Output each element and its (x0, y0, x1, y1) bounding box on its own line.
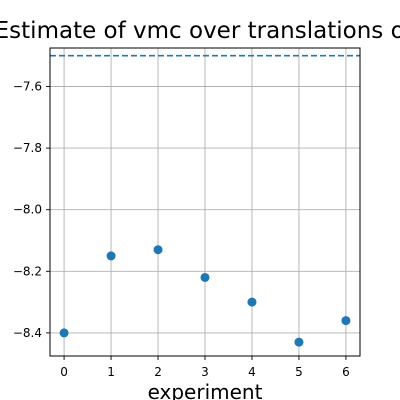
data-point (341, 316, 351, 326)
y-tick-label: −8.0 (13, 203, 42, 217)
data-point (153, 245, 163, 255)
grid-lines (50, 48, 360, 356)
y-tick-label: −8.4 (13, 326, 42, 340)
x-tick-label: 1 (107, 365, 115, 379)
axis-ticks: 0 1 2 3 4 5 6 −8.4 −8.2 −8.0 −7.8 −7.6 (13, 80, 350, 380)
x-tick-label: 5 (295, 365, 303, 379)
x-tick-label: 4 (248, 365, 256, 379)
data-points (59, 245, 351, 347)
data-point (59, 328, 69, 338)
data-point (200, 272, 210, 282)
data-point (106, 251, 116, 261)
y-tick-label: −7.6 (13, 80, 42, 94)
x-tick-label: 3 (201, 365, 209, 379)
x-tick-label: 6 (342, 365, 350, 379)
chart-title: Energy Estimate of vmc over translations… (0, 18, 400, 44)
data-point (294, 337, 304, 347)
x-axis-label: experiment (148, 380, 263, 400)
x-tick-label: 0 (60, 365, 68, 379)
y-tick-label: −8.2 (13, 264, 42, 278)
x-tick-label: 2 (154, 365, 162, 379)
data-point (247, 297, 257, 307)
y-tick-label: −7.8 (13, 141, 42, 155)
